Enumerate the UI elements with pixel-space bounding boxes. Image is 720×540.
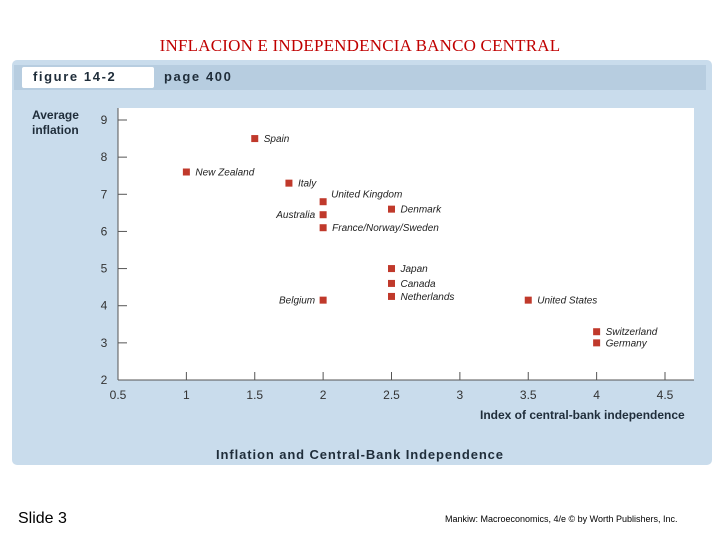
y-tick-label: 6 bbox=[101, 224, 108, 238]
data-point-label: Japan bbox=[400, 264, 429, 275]
x-tick-label: 4 bbox=[593, 388, 600, 402]
data-point bbox=[524, 296, 532, 304]
data-point-label: Switzerland bbox=[606, 327, 658, 338]
data-point bbox=[388, 292, 395, 300]
publisher-credit: Mankiw: Macroeconomics, 4/e © by Worth P… bbox=[445, 514, 678, 524]
y-tick-label: 9 bbox=[101, 113, 108, 127]
data-point-label: United States bbox=[537, 296, 597, 307]
data-point-label: Canada bbox=[401, 279, 436, 290]
data-point bbox=[251, 135, 259, 143]
y-tick-label: 7 bbox=[101, 187, 108, 201]
x-tick-label: 3 bbox=[457, 388, 464, 402]
figure-label-tab bbox=[22, 67, 154, 88]
x-tick-label: 1 bbox=[183, 388, 190, 402]
y-tick-label: 2 bbox=[101, 373, 108, 387]
data-point bbox=[319, 296, 327, 304]
x-tick-label: 2.5 bbox=[383, 388, 400, 402]
data-point-label: France/Norway/Sweden bbox=[332, 223, 439, 234]
y-tick-label: 4 bbox=[101, 299, 108, 313]
figure-caption: Inflation and Central-Bank Independence bbox=[216, 447, 504, 462]
figure-label: figure 14-2 bbox=[33, 69, 117, 84]
data-point bbox=[593, 328, 601, 336]
y-axis-label: Average inflation bbox=[32, 108, 79, 137]
data-point-label: Italy bbox=[298, 179, 317, 190]
data-point bbox=[319, 211, 327, 219]
data-point bbox=[388, 279, 395, 287]
x-axis-label: Index of central-bank independence bbox=[480, 408, 685, 422]
data-point bbox=[593, 339, 601, 347]
slide-number: Slide 3 bbox=[18, 510, 67, 527]
data-point bbox=[319, 198, 327, 206]
x-tick-label: 4.5 bbox=[657, 388, 674, 402]
y-tick-label: 5 bbox=[101, 262, 108, 276]
slide-title: INFLACION E INDEPENDENCIA BANCO CENTRAL bbox=[159, 36, 561, 55]
data-point bbox=[285, 179, 293, 187]
page-label: page 400 bbox=[164, 69, 233, 84]
data-point-label: Denmark bbox=[401, 205, 443, 216]
data-point-label: New Zealand bbox=[195, 168, 254, 179]
x-tick-label: 2 bbox=[320, 388, 327, 402]
data-point bbox=[182, 168, 190, 176]
x-tick-label: 0.5 bbox=[110, 388, 127, 402]
data-point-label: Germany bbox=[606, 338, 648, 349]
data-point-label: Australia bbox=[275, 210, 315, 221]
data-point-label: United Kingdom bbox=[331, 190, 402, 201]
data-point-label: Belgium bbox=[279, 296, 315, 307]
y-tick-label: 3 bbox=[101, 336, 108, 350]
x-tick-label: 3.5 bbox=[520, 388, 537, 402]
data-point bbox=[388, 205, 395, 213]
data-point-label: Spain bbox=[264, 134, 290, 145]
data-point bbox=[388, 265, 395, 273]
data-point-label: Netherlands bbox=[401, 292, 455, 303]
x-tick-label: 1.5 bbox=[246, 388, 263, 402]
data-point bbox=[319, 224, 327, 232]
y-tick-label: 8 bbox=[101, 150, 108, 164]
